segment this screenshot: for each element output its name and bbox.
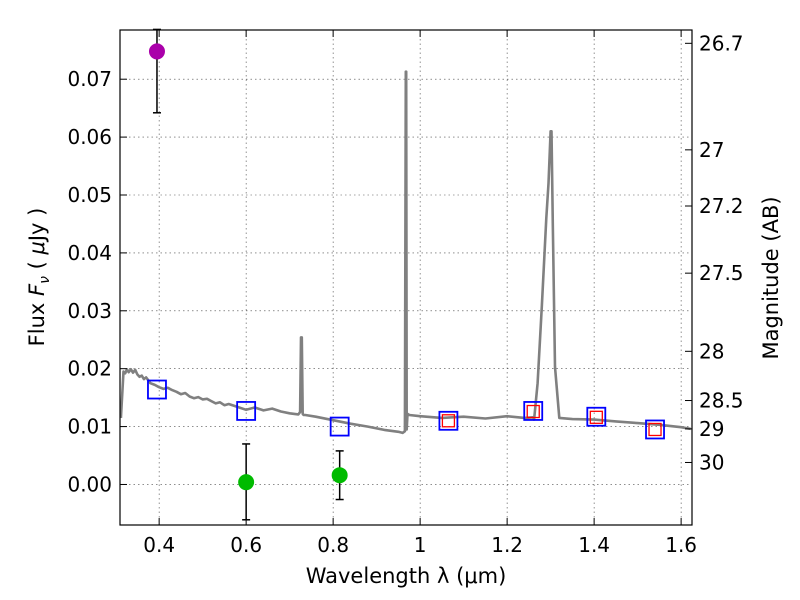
x-tick-label: 0.8 [317, 533, 349, 557]
mag-tick-label: 28.5 [699, 389, 744, 413]
model_photometry-marker [236, 401, 257, 421]
y-tick-label: 0.01 [67, 415, 112, 439]
y-axis-label-unit-mu: μ [25, 241, 49, 255]
axes: 0.4 0.6 0.8 1 1.2 1.4 1.6 0.00 0.01 0.02 0.03 0.04 0… [67, 30, 744, 557]
spectrum-line [120, 70, 691, 435]
y-axis-label-open: ( [25, 255, 49, 277]
mag-tick-label: 29 [699, 417, 724, 441]
x-tick-label: 1.6 [665, 533, 697, 557]
model_photometry-marker [438, 410, 459, 431]
y-axis-label-sub: ν [37, 276, 53, 284]
data-layer [120, 70, 691, 440]
y-tick-label: 0.03 [67, 299, 112, 323]
y-axis-right-label: Magnitude (AB) [759, 196, 783, 359]
error-bars [148, 28, 348, 521]
uv_detection-point [148, 43, 165, 60]
plot-frame [119, 29, 693, 526]
y-tick-label: 0.06 [67, 125, 112, 149]
observed_photometry-marker [589, 410, 603, 424]
observed_photometry-marker [648, 422, 662, 437]
mag-tick-label: 28 [699, 339, 724, 363]
x-tick-label: 1.2 [491, 533, 523, 557]
x-tick-label: 0.6 [230, 533, 262, 557]
model_photometry-marker [586, 406, 607, 427]
grid [120, 30, 692, 525]
y-tick-label: 0.05 [67, 183, 112, 207]
mag-tick-label: 27 [699, 138, 724, 162]
observed_photometry-marker [526, 404, 540, 419]
mag-tick-label: 30 [699, 450, 724, 474]
model_photometry-marker [523, 401, 544, 421]
y-tick-label: 0.02 [67, 357, 112, 381]
y-axis-label-var: F [25, 283, 49, 296]
y-axis-label: Flux Fν ( μJy ) [25, 208, 53, 347]
y-axis-label-unit: Jy ) [25, 208, 49, 244]
model_photometry-marker [147, 379, 167, 400]
observed_photometry-marker [441, 414, 456, 428]
detections-point [238, 474, 255, 491]
x-tick-label: 0.4 [143, 533, 175, 557]
model_photometry-marker [645, 419, 665, 440]
detections-point [331, 467, 348, 484]
y-tick-label: 0.04 [67, 241, 112, 265]
mag-tick-label: 26.7 [699, 31, 744, 55]
y-axis-label-prefix: Flux [25, 296, 49, 346]
mag-tick-label: 27.2 [699, 194, 744, 218]
y-tick-label: 0.07 [67, 67, 112, 91]
model_photometry-marker [329, 416, 350, 437]
x-tick-label: 1.4 [578, 533, 610, 557]
y-tick-label: 0.00 [67, 472, 112, 496]
x-tick-label: 1 [414, 533, 427, 557]
x-axis-label: Wavelength λ (μm) [306, 564, 507, 588]
mag-tick-label: 27.5 [699, 261, 744, 285]
